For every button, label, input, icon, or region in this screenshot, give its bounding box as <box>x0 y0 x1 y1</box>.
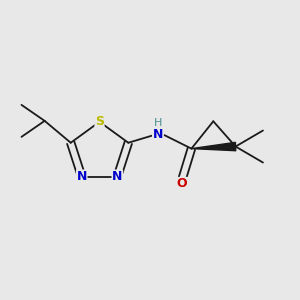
Text: H: H <box>154 118 162 128</box>
Text: S: S <box>95 115 104 128</box>
Text: N: N <box>112 170 122 183</box>
Text: N: N <box>153 128 163 141</box>
Text: N: N <box>76 170 87 183</box>
Text: O: O <box>177 178 188 190</box>
Polygon shape <box>191 142 236 151</box>
